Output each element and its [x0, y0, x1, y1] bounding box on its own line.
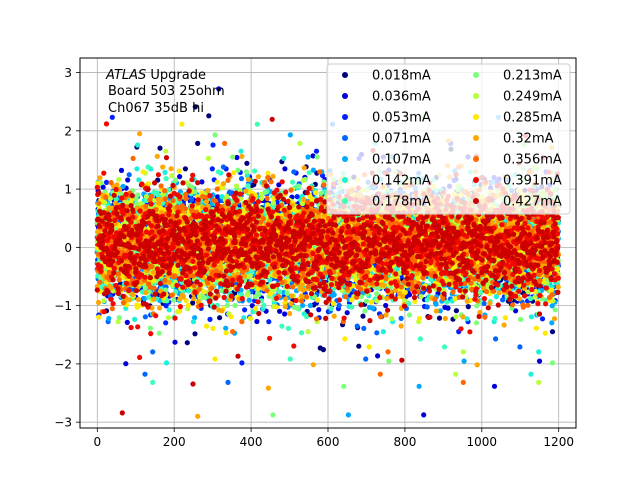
data-point	[192, 104, 198, 110]
data-point	[184, 340, 190, 346]
data-point	[195, 140, 201, 146]
data-point	[109, 114, 115, 120]
data-point	[210, 142, 216, 148]
data-point	[199, 179, 205, 185]
data-point	[277, 308, 283, 314]
data-point	[445, 305, 451, 311]
data-point	[436, 315, 443, 321]
data-point	[336, 302, 342, 308]
data-point	[465, 304, 471, 310]
data-point	[100, 184, 106, 190]
data-point	[225, 379, 231, 385]
data-point	[383, 302, 389, 309]
data-point	[320, 347, 326, 353]
data-point	[344, 310, 350, 316]
data-point	[493, 336, 499, 342]
data-point	[360, 313, 366, 319]
data-point	[513, 308, 519, 314]
data-point	[374, 330, 380, 336]
data-point	[172, 339, 178, 345]
data-point	[549, 329, 556, 335]
data-point	[182, 166, 188, 172]
data-point	[123, 361, 129, 367]
data-point	[125, 177, 131, 183]
data-point	[375, 353, 381, 359]
data-point	[316, 307, 322, 313]
data-point	[254, 318, 260, 325]
data-point	[363, 356, 369, 362]
data-point	[242, 307, 248, 313]
data-point	[491, 383, 498, 389]
data-point	[276, 182, 282, 188]
data-point	[103, 179, 110, 185]
data-point	[216, 86, 222, 92]
data-point	[207, 316, 213, 322]
data-point	[361, 325, 367, 331]
data-point	[234, 154, 240, 161]
data-point	[177, 174, 183, 180]
data-point	[500, 297, 506, 303]
data-point	[188, 196, 195, 202]
data-point	[310, 153, 316, 159]
data-point	[282, 166, 288, 172]
data-point	[239, 360, 245, 366]
data-point	[220, 164, 226, 170]
data-point	[424, 304, 430, 310]
data-point	[517, 344, 523, 350]
data-point	[106, 315, 112, 322]
data-point	[118, 167, 125, 173]
data-point	[282, 311, 288, 317]
data-point	[266, 319, 272, 325]
data-point	[150, 349, 156, 355]
data-point	[238, 176, 245, 182]
data-point	[157, 145, 163, 151]
data-point	[354, 323, 360, 329]
data-point	[209, 166, 215, 172]
data-point	[142, 371, 148, 377]
data-point	[356, 343, 362, 349]
data-point	[126, 172, 132, 178]
data-point	[539, 316, 546, 322]
data-point	[406, 292, 413, 298]
data-point	[124, 319, 130, 325]
data-point	[190, 300, 196, 306]
data-point	[453, 308, 459, 314]
data-point	[192, 331, 198, 337]
data-point	[163, 320, 169, 326]
data-point	[481, 300, 487, 307]
data-point	[163, 303, 169, 309]
data-point	[244, 160, 250, 166]
data-point	[206, 113, 212, 119]
data-point	[142, 314, 148, 320]
data-point	[313, 148, 320, 154]
data-point	[291, 169, 297, 175]
data-point	[398, 315, 404, 321]
data-point	[421, 412, 427, 418]
data-point	[217, 315, 223, 321]
data-point	[536, 358, 543, 364]
